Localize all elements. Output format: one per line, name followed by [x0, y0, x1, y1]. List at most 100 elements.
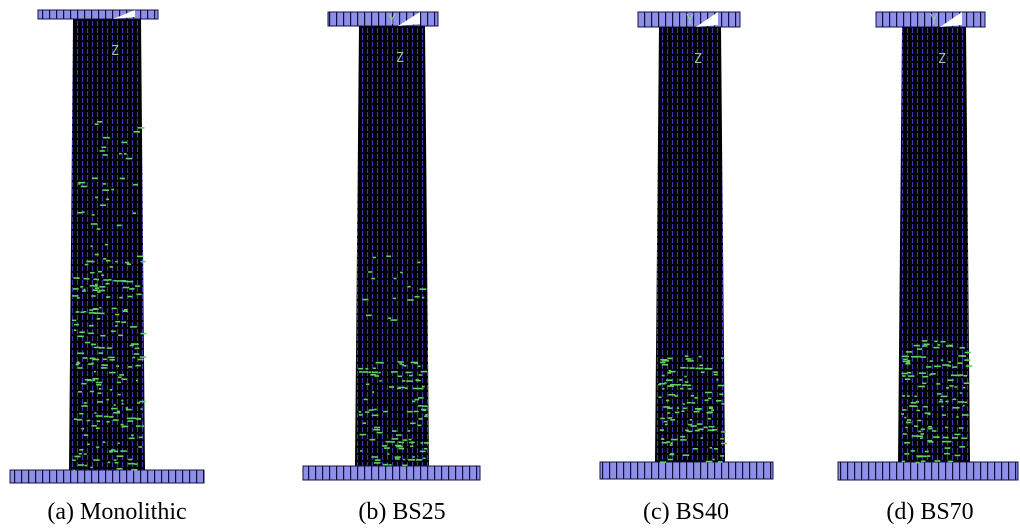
- crack: [79, 449, 83, 451]
- crack: [81, 312, 85, 314]
- crack: [117, 225, 122, 227]
- crack: [103, 359, 107, 361]
- crack: [932, 430, 936, 432]
- crack: [84, 311, 87, 313]
- crack: [409, 375, 413, 377]
- crack: [105, 244, 108, 246]
- crack: [410, 446, 413, 448]
- crack: [687, 385, 692, 387]
- axis-label: Y: [686, 13, 694, 28]
- crack: [91, 223, 98, 225]
- crack: [916, 462, 920, 464]
- crack: [928, 414, 930, 416]
- crack: [363, 422, 366, 424]
- crack: [402, 380, 405, 382]
- crack: [101, 147, 106, 149]
- crack: [662, 442, 668, 444]
- crack: [684, 376, 686, 378]
- crack: [94, 412, 96, 414]
- crack: [106, 399, 109, 401]
- crack: [920, 433, 924, 435]
- crack: [921, 429, 925, 431]
- crack: [386, 441, 391, 443]
- crack: [360, 450, 362, 452]
- crack: [103, 258, 106, 260]
- crack: [941, 341, 946, 343]
- crack: [133, 184, 138, 186]
- crack: [91, 344, 96, 346]
- crack: [425, 414, 427, 416]
- crack: [119, 153, 122, 155]
- crack: [128, 296, 133, 298]
- crack: [84, 453, 87, 455]
- panel: YZ(c) BS40: [600, 12, 773, 525]
- crack: [74, 324, 79, 326]
- crack: [403, 439, 408, 441]
- crack: [412, 401, 415, 403]
- crack: [92, 380, 95, 382]
- crack: [131, 469, 137, 471]
- crack: [362, 371, 368, 373]
- crack: [139, 437, 143, 439]
- crack: [918, 386, 925, 388]
- crack: [85, 379, 91, 381]
- crack: [691, 402, 695, 404]
- crack: [683, 454, 690, 456]
- crack: [140, 333, 146, 335]
- crack: [115, 261, 118, 263]
- crack: [78, 182, 85, 184]
- crack: [111, 449, 116, 451]
- crack: [914, 356, 918, 358]
- crack: [905, 363, 910, 365]
- crack: [378, 372, 380, 374]
- crack: [114, 459, 117, 461]
- crack: [359, 411, 362, 413]
- crack: [96, 415, 103, 417]
- crack: [73, 470, 75, 472]
- crack: [127, 263, 129, 265]
- crack: [99, 347, 105, 349]
- crack: [100, 150, 105, 152]
- crack: [93, 289, 98, 291]
- crack: [714, 448, 718, 450]
- crack: [416, 380, 421, 382]
- crack: [115, 325, 117, 327]
- crack: [103, 441, 105, 443]
- crack: [687, 402, 691, 404]
- crack: [691, 395, 694, 397]
- crack: [903, 361, 909, 363]
- crack: [111, 189, 114, 191]
- crack: [670, 371, 676, 373]
- crack: [108, 279, 111, 281]
- crack: [934, 341, 938, 343]
- crack: [407, 299, 414, 301]
- crack: [721, 357, 725, 359]
- crack: [78, 391, 82, 393]
- crack: [668, 358, 673, 360]
- crack: [685, 430, 689, 432]
- crack: [81, 186, 87, 188]
- crack: [116, 365, 119, 367]
- crack: [389, 464, 391, 466]
- crack: [98, 290, 105, 292]
- crack: [686, 367, 688, 369]
- crack: [418, 397, 424, 399]
- crack: [689, 367, 694, 369]
- crack: [139, 401, 145, 403]
- crack: [699, 365, 703, 367]
- crack: [948, 461, 953, 463]
- crack: [718, 461, 723, 463]
- crack: [952, 437, 958, 439]
- crack: [704, 427, 708, 429]
- crack: [911, 405, 918, 407]
- crack: [921, 356, 927, 358]
- crack: [680, 388, 684, 390]
- crack: [948, 365, 951, 367]
- crack: [84, 289, 86, 291]
- crack: [393, 298, 396, 300]
- bottom-plate: [303, 466, 480, 480]
- crack: [941, 406, 943, 408]
- crack: [388, 317, 391, 319]
- crack: [957, 362, 963, 364]
- crack: [688, 360, 694, 362]
